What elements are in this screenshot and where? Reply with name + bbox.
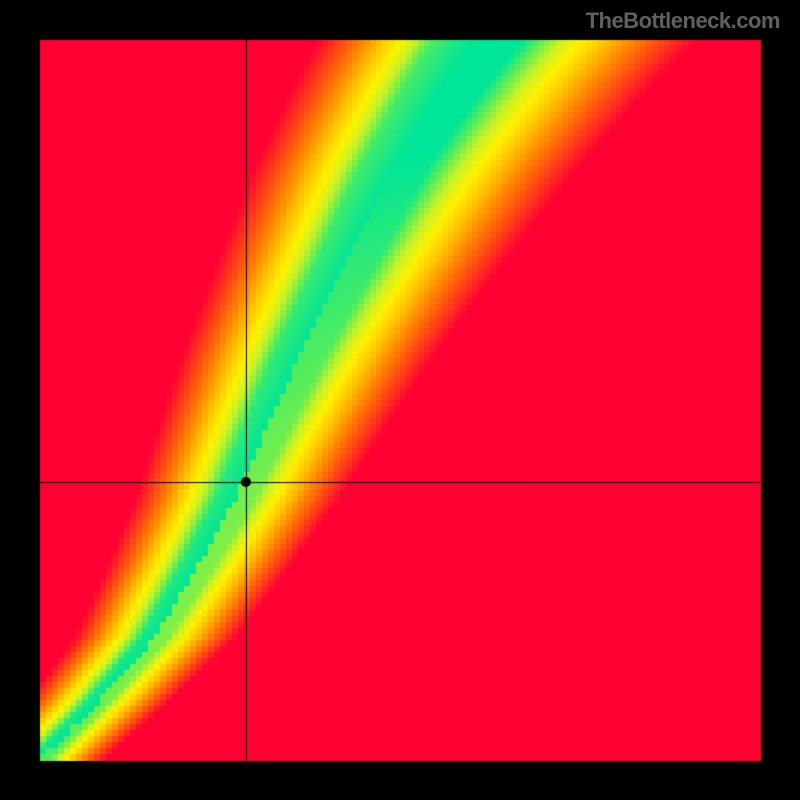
watermark-text: TheBottleneck.com <box>586 8 780 34</box>
bottleneck-heatmap <box>0 0 800 800</box>
